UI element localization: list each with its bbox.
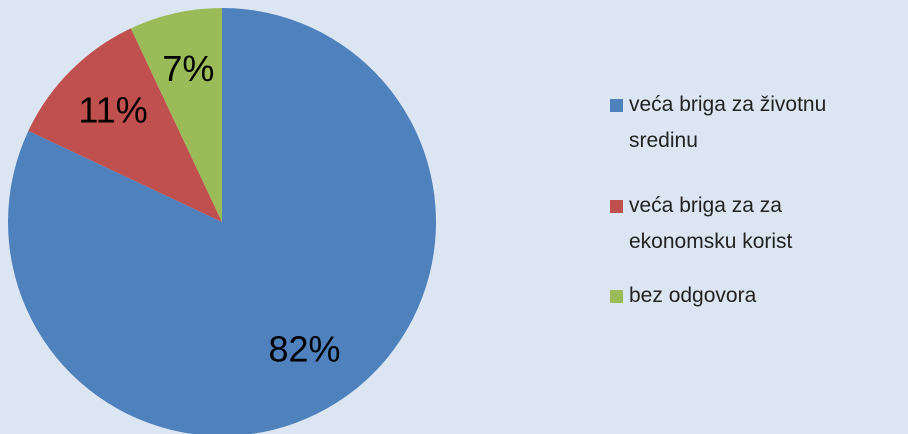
legend-swatch xyxy=(610,99,623,112)
legend-label: veća briga za za ekonomsku korist xyxy=(629,194,793,253)
legend-item: bez odgovora xyxy=(610,278,900,314)
legend-item: veća briga za životnu sredinu xyxy=(610,87,900,159)
pie-slice xyxy=(8,8,436,434)
legend-swatch xyxy=(610,200,623,213)
pie-slice xyxy=(28,28,223,223)
legend-swatch xyxy=(610,290,623,303)
legend-item: veća briga za za ekonomsku korist xyxy=(610,188,900,260)
pie-slice xyxy=(130,8,222,222)
data-label: 7% xyxy=(162,48,214,89)
data-label: 82% xyxy=(269,329,341,370)
legend-label: bez odgovora xyxy=(629,284,757,307)
legend-label: veća briga za životnu sredinu xyxy=(629,93,827,152)
data-label: 11% xyxy=(78,90,147,131)
